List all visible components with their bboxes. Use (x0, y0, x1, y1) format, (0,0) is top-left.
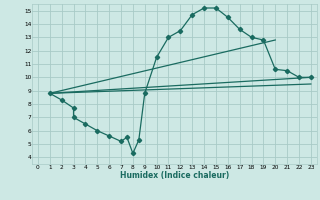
X-axis label: Humidex (Indice chaleur): Humidex (Indice chaleur) (120, 171, 229, 180)
